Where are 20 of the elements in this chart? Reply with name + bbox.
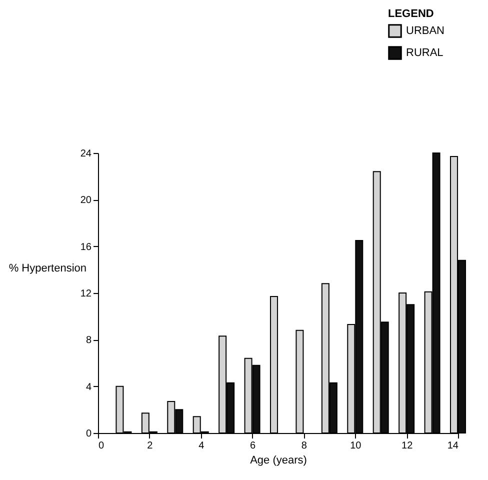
x-tick-label: 6 bbox=[250, 440, 256, 452]
y-tick-label: 8 bbox=[86, 335, 92, 346]
x-tick-label: 12 bbox=[402, 440, 414, 452]
y-tick-label: 0 bbox=[86, 428, 92, 440]
y-tick-label: 20 bbox=[80, 195, 92, 206]
x-tick-label: 4 bbox=[198, 440, 205, 452]
x-tick-label: 14 bbox=[447, 440, 459, 452]
x-axis-title: Age (years) bbox=[250, 454, 307, 466]
y-axis-title: % Hypertension bbox=[8, 262, 86, 274]
x-tick-label: 10 bbox=[350, 440, 362, 452]
legend-label: URBAN bbox=[406, 25, 445, 37]
x-tick-label: 0 bbox=[98, 440, 104, 452]
legend-title: LEGEND bbox=[388, 8, 434, 20]
y-tick-label: 12 bbox=[80, 288, 92, 300]
x-tick-label: 8 bbox=[301, 440, 308, 452]
x-tick-label: 2 bbox=[147, 440, 154, 452]
y-tick-label: 4 bbox=[86, 382, 92, 393]
y-tick-label: 16 bbox=[80, 242, 92, 253]
legend-label: RURAL bbox=[406, 47, 444, 59]
y-tick-label: 24 bbox=[80, 148, 92, 160]
